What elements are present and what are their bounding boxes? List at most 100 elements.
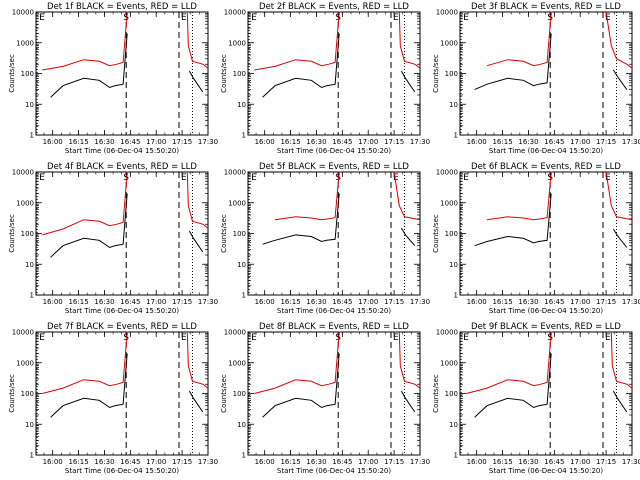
y-tick-label: 100 xyxy=(445,230,458,238)
panel-det-1: Det 1f BLACK = Events, RED = LLD 1 10 100 10… xyxy=(8,2,218,155)
series-line-lld xyxy=(486,11,633,69)
y-tick-label: 10000 xyxy=(12,329,34,337)
y-tick-label: 100 xyxy=(21,70,34,78)
y-tick-label: 1 xyxy=(242,452,246,460)
y-axis-label: Counts/sec xyxy=(8,54,16,93)
x-axis-label: Start Time (06-Dec-04 15:50:20) xyxy=(277,147,391,155)
x-tick-label: 17:15 xyxy=(596,138,616,146)
x-tick-label: 17:30 xyxy=(410,298,430,306)
series-line-events xyxy=(50,33,204,98)
x-tick-label: 16:30 xyxy=(518,458,538,466)
x-tick-label: 16:30 xyxy=(306,458,326,466)
x-tick-label: 16:00 xyxy=(467,138,487,146)
x-tick-label: 17:00 xyxy=(570,298,590,306)
y-tick-label: 1000 xyxy=(228,359,246,367)
axes-frame xyxy=(35,171,209,296)
y-axis-label: Counts/sec xyxy=(8,214,16,253)
panel-det-5: Det 5f BLACK = Events, RED = LLD 1 10 100 10… xyxy=(220,162,430,315)
axes-frame xyxy=(35,11,209,136)
y-tick-label: 1 xyxy=(30,132,34,140)
marker-label-E: E xyxy=(393,173,399,183)
x-tick-label: 17:00 xyxy=(146,458,166,466)
y-tick-label: 1000 xyxy=(16,39,34,47)
x-tick-label: 17:30 xyxy=(198,138,218,146)
y-tick-label: 10 xyxy=(25,261,34,269)
axes-frame xyxy=(247,11,421,136)
y-tick-label: 10000 xyxy=(436,9,458,17)
x-tick-label: 17:15 xyxy=(172,138,192,146)
x-axis-label: Start Time (06-Dec-04 15:50:20) xyxy=(65,147,179,155)
marker-label-E: E xyxy=(181,13,187,23)
x-tick-label: 16:45 xyxy=(120,298,140,306)
marker-label-E: E xyxy=(393,333,399,343)
x-axis-label: Start Time (06-Dec-04 15:50:20) xyxy=(489,307,603,315)
y-tick-label: 100 xyxy=(233,230,246,238)
y-tick-label: 1000 xyxy=(440,39,458,47)
marker-label-E: E xyxy=(251,333,257,343)
y-tick-label: 100 xyxy=(233,390,246,398)
x-tick-label: 17:00 xyxy=(358,298,378,306)
y-tick-label: 1000 xyxy=(440,359,458,367)
panel-title: Det 9f BLACK = Events, RED = LLD xyxy=(471,322,621,332)
marker-label-E: E xyxy=(181,333,187,343)
panel-det-6: Det 6f BLACK = Events, RED = LLD 1 10 100 10… xyxy=(432,162,640,315)
marker-label-S: S xyxy=(123,13,129,23)
x-tick-label: 16:00 xyxy=(467,298,487,306)
marker-label-E: E xyxy=(251,173,257,183)
panel-title: Det 5f BLACK = Events, RED = LLD xyxy=(259,162,409,172)
marker-label-S: S xyxy=(123,173,129,183)
x-tick-label: 16:15 xyxy=(492,298,512,306)
x-tick-label: 16:15 xyxy=(280,298,300,306)
y-tick-label: 1000 xyxy=(16,359,34,367)
x-axis-label: Start Time (06-Dec-04 15:50:20) xyxy=(65,307,179,315)
series-line-events xyxy=(474,33,628,91)
x-tick-label: 17:15 xyxy=(596,458,616,466)
y-tick-label: 1 xyxy=(454,132,458,140)
x-tick-label: 17:15 xyxy=(384,138,404,146)
y-tick-label: 100 xyxy=(445,390,458,398)
marker-label-S: S xyxy=(335,13,341,23)
x-tick-label: 16:30 xyxy=(518,138,538,146)
series-line-events xyxy=(474,353,628,418)
x-tick-label: 17:00 xyxy=(570,138,590,146)
marker-label-E: E xyxy=(605,173,611,183)
x-tick-label: 16:45 xyxy=(120,138,140,146)
x-tick-label: 16:45 xyxy=(544,298,564,306)
x-tick-label: 17:15 xyxy=(384,458,404,466)
x-tick-label: 17:00 xyxy=(358,458,378,466)
panel-title: Det 6f BLACK = Events, RED = LLD xyxy=(471,162,621,172)
x-tick-label: 16:45 xyxy=(332,138,352,146)
x-tick-label: 16:00 xyxy=(255,458,275,466)
axes-frame xyxy=(459,331,633,456)
series-line-lld xyxy=(42,171,209,236)
y-axis-label: Counts/sec xyxy=(220,214,228,253)
y-tick-label: 100 xyxy=(21,230,34,238)
x-axis-label: Start Time (06-Dec-04 15:50:20) xyxy=(277,307,391,315)
y-tick-label: 1 xyxy=(242,292,246,300)
x-tick-label: 17:15 xyxy=(172,298,192,306)
x-tick-label: 17:15 xyxy=(596,298,616,306)
marker-label-S: S xyxy=(547,333,553,343)
x-tick-label: 16:30 xyxy=(306,138,326,146)
x-tick-label: 16:45 xyxy=(544,138,564,146)
series-line-events xyxy=(262,193,416,247)
panel-title: Det 1f BLACK = Events, RED = LLD xyxy=(47,2,197,12)
x-tick-label: 17:30 xyxy=(198,298,218,306)
marker-label-E: E xyxy=(605,333,611,343)
x-tick-label: 16:00 xyxy=(467,458,487,466)
marker-label-E: E xyxy=(463,13,469,23)
x-axis-label: Start Time (06-Dec-04 15:50:20) xyxy=(489,147,603,155)
axes-frame xyxy=(247,171,421,296)
series-line-events xyxy=(262,353,416,418)
series-line-lld xyxy=(42,331,209,394)
marker-label-E: E xyxy=(39,13,45,23)
y-tick-label: 10000 xyxy=(224,329,246,337)
panel-det-7: Det 7f BLACK = Events, RED = LLD 1 10 100 10… xyxy=(8,322,218,475)
panel-title: Det 7f BLACK = Events, RED = LLD xyxy=(47,322,197,332)
panel-title: Det 2f BLACK = Events, RED = LLD xyxy=(259,2,409,12)
series-line-lld xyxy=(254,331,421,394)
y-tick-label: 10 xyxy=(237,421,246,429)
y-tick-label: 10000 xyxy=(224,169,246,177)
y-tick-label: 1 xyxy=(242,132,246,140)
x-tick-label: 17:30 xyxy=(410,458,430,466)
